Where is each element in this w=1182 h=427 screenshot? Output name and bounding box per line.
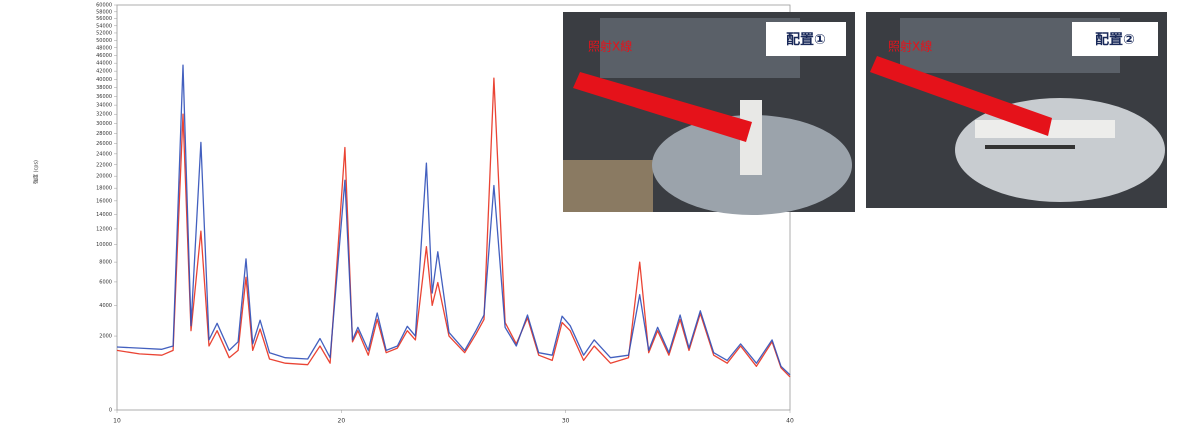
y-tick-label: 36000 — [96, 94, 112, 100]
y-tick-label: 52000 — [96, 30, 112, 36]
y-tick-label: 16000 — [96, 198, 112, 204]
beam — [573, 72, 752, 142]
chart: 0 2000 4000 6000 8000 10000 12000 14000 16000 180… — [96, 3, 794, 425]
y-tick-label: 18000 — [96, 186, 112, 192]
beam-label: 照射X線 — [888, 39, 932, 54]
beam-label: 照射X線 — [588, 39, 632, 54]
y-tick-label: 44000 — [96, 61, 112, 67]
y-tick-label: 34000 — [96, 103, 112, 109]
photo-sample — [740, 100, 762, 175]
y-tick-label: 26000 — [96, 141, 112, 147]
y-tick-label: 24000 — [96, 151, 112, 157]
photo-block — [563, 160, 653, 212]
x-tick-label: 30 — [562, 418, 570, 425]
x-tick-label: 40 — [786, 418, 794, 425]
beam — [870, 56, 1052, 136]
y-tick-label: 58000 — [96, 9, 112, 15]
y-tick-label: 14000 — [96, 212, 112, 218]
y-tick-label: 2000 — [99, 334, 112, 340]
y-tick-label: 40000 — [96, 77, 112, 83]
photo-slot — [985, 145, 1075, 149]
series-line — [116, 64, 791, 376]
y-tick-label: 0 — [109, 408, 112, 414]
y-tick-label: 22000 — [96, 162, 112, 168]
badge-box — [766, 22, 846, 56]
y-tick-label: 54000 — [96, 23, 112, 29]
y-tick-label: 60000 — [96, 3, 112, 9]
y-tick-label: 20000 — [96, 174, 112, 180]
badge: 配置② — [1095, 31, 1135, 48]
badge: 配置① — [786, 31, 826, 48]
y-tick-label: 32000 — [96, 112, 112, 118]
x-tick-label: 20 — [338, 418, 346, 425]
y-tick-label: 6000 — [99, 279, 112, 285]
y-tick-label: 8000 — [99, 260, 112, 266]
y-tick-label: 42000 — [96, 69, 112, 75]
y-tick-label: 50000 — [96, 38, 112, 44]
badge-box — [1072, 22, 1158, 56]
y-tick-label: 46000 — [96, 53, 112, 59]
photo-2: 照射X線 配置② — [866, 12, 1167, 208]
y-axis-label: 強度 (cps) — [33, 160, 40, 184]
y-tick-label: 30000 — [96, 121, 112, 127]
series-line — [116, 77, 791, 378]
photo-1: 照射X線 配置① — [563, 12, 855, 215]
y-tick-label: 10000 — [96, 242, 112, 248]
y-tick-label: 28000 — [96, 131, 112, 137]
y-tick-label: 38000 — [96, 85, 112, 91]
x-tick-label: 10 — [113, 418, 121, 425]
y-tick-label: 56000 — [96, 16, 112, 22]
y-tick-label: 4000 — [99, 303, 112, 309]
y-tick-label: 48000 — [96, 45, 112, 51]
y-tick-label: 12000 — [96, 226, 112, 232]
